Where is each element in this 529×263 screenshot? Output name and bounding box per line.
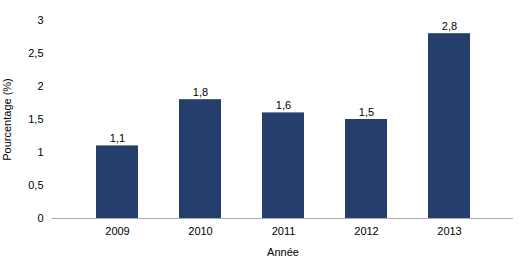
svg-text:3: 3 — [37, 14, 43, 26]
svg-text:Année: Année — [267, 246, 299, 258]
svg-text:2012: 2012 — [354, 225, 378, 237]
svg-text:2010: 2010 — [188, 225, 212, 237]
svg-text:0,5: 0,5 — [28, 179, 43, 191]
svg-text:1,5: 1,5 — [359, 106, 374, 118]
svg-text:1,5: 1,5 — [28, 113, 43, 125]
svg-text:2,5: 2,5 — [28, 47, 43, 59]
svg-text:2013: 2013 — [437, 225, 461, 237]
svg-text:1,6: 1,6 — [276, 99, 291, 111]
svg-text:1,8: 1,8 — [193, 86, 208, 98]
svg-text:Pourcentage (%): Pourcentage (%) — [1, 78, 13, 161]
svg-text:2009: 2009 — [105, 225, 129, 237]
svg-text:1: 1 — [37, 146, 43, 158]
svg-text:0: 0 — [37, 212, 43, 224]
svg-text:2011: 2011 — [272, 225, 296, 237]
svg-text:2,8: 2,8 — [442, 20, 457, 32]
svg-text:1,1: 1,1 — [110, 132, 125, 144]
svg-text:2: 2 — [37, 80, 43, 92]
